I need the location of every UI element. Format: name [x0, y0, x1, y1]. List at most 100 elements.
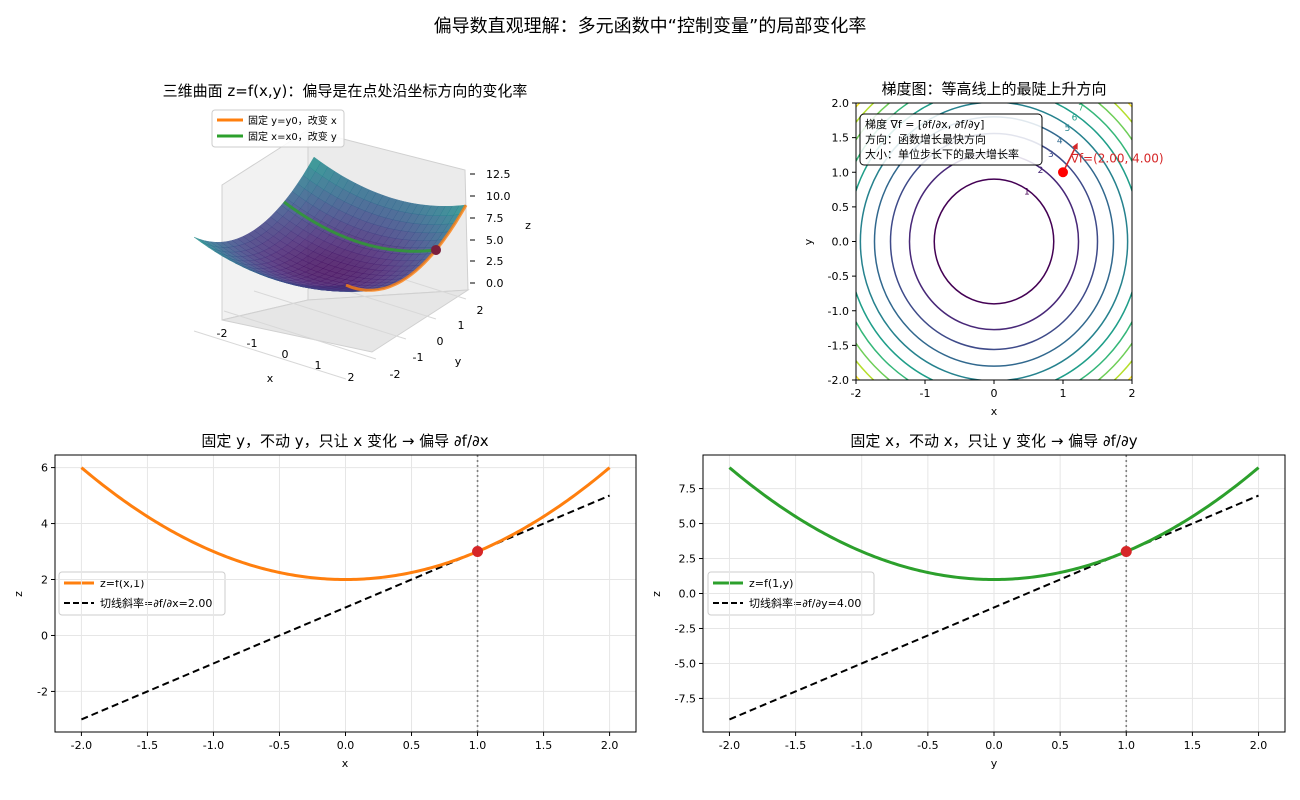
- figure-suptitle: 偏导数直观理解：多元函数中“控制变量”的局部变化率: [434, 16, 867, 37]
- legend-label-curve-y: z=f(1,y): [749, 577, 793, 590]
- partial-x-ylabel: z: [12, 591, 25, 597]
- surface3d-ylabel: y: [455, 355, 462, 368]
- x-tick-label: -2: [217, 327, 228, 340]
- contour-label-4: 4: [1057, 136, 1063, 146]
- partial-y-panel: 固定 x，不动 x，只让 y 变化 → 偏导 ∂f/∂y y z z=f(1,y…: [650, 432, 1286, 770]
- y-tick-label: -1.0: [828, 305, 849, 318]
- legend-label-curve-x: z=f(x,1): [100, 577, 144, 590]
- surface3d-xlabel: x: [267, 372, 274, 385]
- contour-title: 梯度图：等高线上的最陡上升方向: [881, 80, 1106, 98]
- floor-gridline: [193, 330, 347, 380]
- surface3d-curve-fixed-x: [283, 200, 437, 253]
- y-tick-label: -1.5: [828, 339, 849, 352]
- legend-label-fixed-y: 固定 y=y0，改变 x: [248, 114, 337, 127]
- partial-x-legend: z=f(x,1) 切线斜率=∂f/∂x=2.00: [58, 571, 226, 616]
- y-tick-label: 0: [41, 629, 48, 642]
- x-tick-label: 0.0: [337, 739, 355, 752]
- gradient-info-box: 梯度 ∇f = [∂f/∂x, ∂f/∂y] 方向：函数增长最快方向 大小：单位…: [859, 113, 1043, 166]
- y-tick-label: 5.0: [679, 518, 697, 531]
- gradient-info-line-1: 梯度 ∇f = [∂f/∂x, ∂f/∂y]: [865, 117, 984, 131]
- x-tick-label: -1.0: [851, 739, 872, 752]
- x-tick-label: 0.0: [985, 739, 1003, 752]
- contour-level-5: [859, 103, 1129, 380]
- x-tick-label: 1.5: [1184, 739, 1202, 752]
- surface3d-curve-fixed-y: [345, 204, 468, 292]
- y-tick-label: 1.0: [832, 166, 850, 179]
- gradient-info-line-2: 方向：函数增长最快方向: [865, 132, 986, 146]
- x-tick-label: 1.0: [1118, 739, 1136, 752]
- y-tick-label: -5.0: [675, 657, 696, 670]
- plot-area: [55, 455, 636, 732]
- x-tick-label: 0.5: [1051, 739, 1069, 752]
- x-tick-label: -1.5: [785, 739, 806, 752]
- partial-x-title: 固定 y，不动 y，只让 x 变化 → 偏导 ∂f/∂x: [201, 432, 488, 450]
- y-tick-label: 2.0: [832, 97, 850, 110]
- gradient-arrowhead: [1072, 142, 1078, 150]
- x-tick-label: -1.0: [203, 739, 224, 752]
- x-tick-label: 0.5: [403, 739, 421, 752]
- plot-frame: [702, 454, 1286, 733]
- x-tick-label: 1.0: [469, 739, 487, 752]
- y-tick-label: 6: [41, 462, 48, 475]
- tangent-point: [1120, 546, 1132, 558]
- contour-ylabel: y: [802, 238, 815, 245]
- contour-level-1: [933, 178, 1055, 305]
- x-tick-label: 0: [282, 348, 289, 361]
- y-tick-label: 0: [437, 335, 444, 348]
- tangent-point: [472, 546, 484, 558]
- partial-y-xlabel: y: [991, 757, 998, 770]
- curve-line: [80, 466, 611, 582]
- contour-label-7: 7: [1078, 103, 1084, 113]
- floor-gridline: [223, 310, 377, 360]
- y-tick-label: -1: [413, 351, 424, 364]
- legend-label-fixed-x: 固定 x=x0，改变 y: [248, 130, 337, 143]
- x-tick-label: -2: [851, 387, 862, 400]
- y-tick-label: -0.5: [828, 270, 849, 283]
- y-tick-label: 0.0: [679, 588, 697, 601]
- x-tick-label: -0.5: [269, 739, 290, 752]
- x-tick-label: 2.0: [601, 739, 619, 752]
- surface3d-mesh: [193, 156, 467, 292]
- gradient-info-line-3: 大小：单位步长下的最大增长率: [865, 147, 1019, 161]
- tangent-line: [729, 494, 1259, 721]
- z-tick-label: 12.5: [486, 168, 511, 181]
- y-tick-label: 2.5: [679, 553, 697, 566]
- surface3d-zlabel: z: [525, 219, 531, 232]
- y-tick-label: 0.5: [832, 201, 850, 214]
- z-tick-label: 5.0: [486, 234, 504, 247]
- x-tick-label: 2.0: [1250, 739, 1268, 752]
- x-tick-label: 1: [1060, 387, 1067, 400]
- x-tick-label: -0.5: [917, 739, 938, 752]
- z-tick-label: 10.0: [486, 190, 511, 203]
- y-tick-label: -7.5: [675, 692, 696, 705]
- contour-label-1: 1: [1024, 187, 1030, 197]
- y-tick-label: 4: [41, 518, 48, 531]
- z-tick-label: 0.0: [486, 277, 504, 290]
- contour-label-2: 2: [1038, 166, 1044, 176]
- y-tick-label: 2: [477, 304, 484, 317]
- curve-line: [728, 466, 1260, 582]
- x-tick-label: 0: [991, 387, 998, 400]
- x-tick-label: -2.0: [719, 739, 740, 752]
- partial-x-panel: 固定 y，不动 y，只让 x 变化 → 偏导 ∂f/∂x x z z=f(x,1…: [12, 432, 637, 770]
- y-tick-label: -2: [390, 368, 401, 381]
- x-tick-label: 2: [1129, 387, 1136, 400]
- surface3d-floor: [221, 289, 470, 353]
- y-tick-label: 0.0: [832, 236, 850, 249]
- x-tick-label: 2: [348, 371, 355, 384]
- surface3d-title: 三维曲面 z=f(x,y)：偏导是在点处沿坐标方向的变化率: [163, 82, 528, 100]
- y-tick-label: 7.5: [679, 483, 697, 496]
- plot-frame: [54, 454, 637, 733]
- surface3d-point: [431, 244, 441, 255]
- z-tick-label: 7.5: [486, 212, 504, 225]
- gradient-arrow: [1062, 144, 1078, 173]
- legend-label-tangent-x: 切线斜率=∂f/∂x=2.00: [100, 596, 212, 610]
- y-tick-label: -2.0: [828, 374, 849, 387]
- partial-y-title: 固定 x，不动 x，只让 y 变化 → 偏导 ∂f/∂y: [850, 432, 1137, 450]
- surface-patch: [308, 156, 322, 172]
- z-tick-label: 2.5: [486, 255, 504, 268]
